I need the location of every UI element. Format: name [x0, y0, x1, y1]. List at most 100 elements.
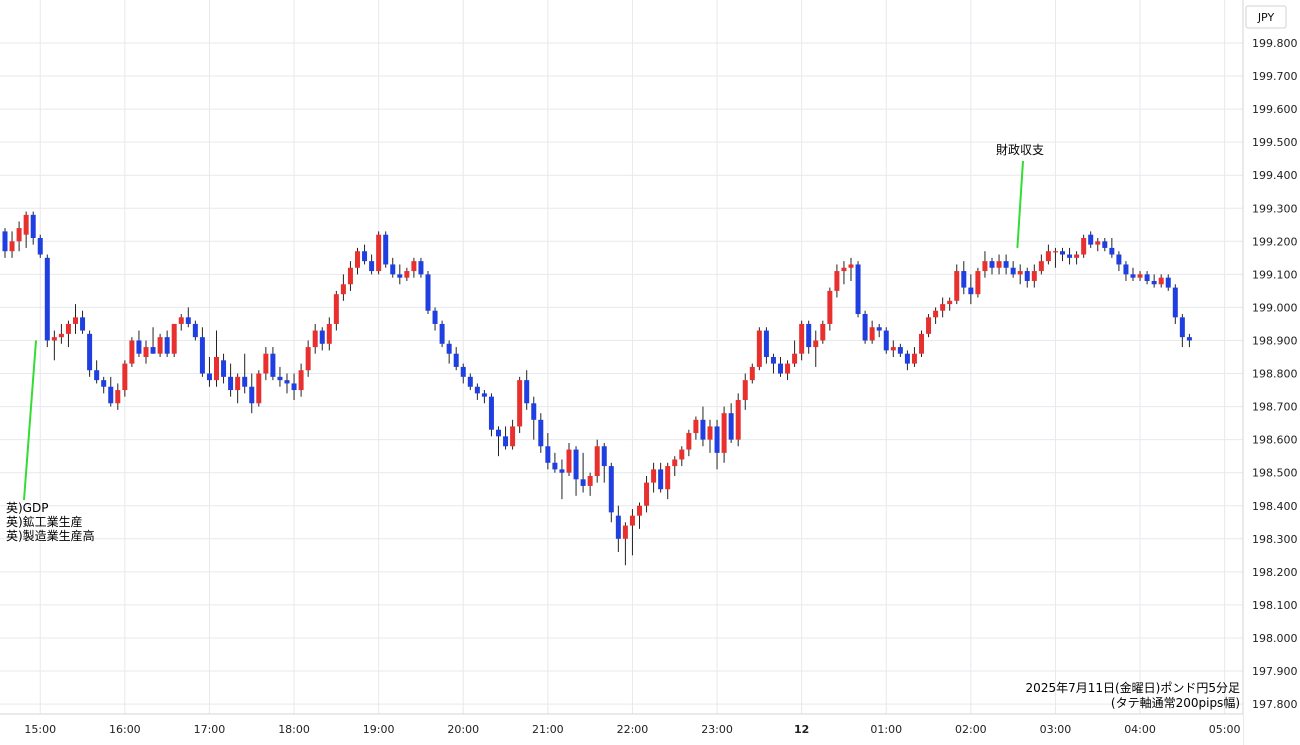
candle-body — [1045, 251, 1051, 262]
candle — [651, 462, 657, 493]
candle-body — [340, 284, 346, 295]
candle-body — [319, 330, 325, 344]
candle — [813, 330, 819, 367]
candle — [178, 314, 184, 331]
candle-body — [80, 317, 86, 331]
price-tick-label: 198.600 — [1252, 434, 1298, 447]
candle — [1186, 333, 1192, 348]
currency-label: JPY — [1257, 11, 1275, 24]
candle-body — [658, 469, 664, 490]
time-tick-label: 23:00 — [701, 723, 733, 736]
price-tick-label: 198.000 — [1252, 632, 1298, 645]
price-axis-background — [1243, 0, 1300, 745]
candle — [1045, 244, 1051, 265]
price-tick-label: 197.800 — [1252, 698, 1298, 711]
candle — [319, 327, 325, 351]
horizontal-gridlines — [0, 42, 1243, 705]
candle — [1067, 247, 1073, 265]
candle-body — [792, 353, 798, 364]
candle-body — [940, 304, 946, 311]
candle — [235, 373, 241, 404]
candle — [517, 376, 523, 434]
candle-body — [1010, 267, 1016, 275]
candle-body — [474, 386, 480, 394]
candle-body — [411, 261, 417, 272]
candle-body — [73, 317, 78, 324]
candle — [390, 257, 396, 278]
candle-body — [890, 347, 896, 351]
candle-body — [256, 373, 262, 404]
candle — [919, 330, 924, 357]
candle — [594, 439, 600, 483]
candle-body — [1172, 287, 1178, 318]
candle-body — [637, 505, 642, 516]
candle-body — [446, 343, 452, 354]
candle-body — [770, 357, 776, 364]
candle-body — [496, 429, 501, 437]
candle — [108, 376, 114, 407]
candle — [362, 244, 368, 265]
candle — [80, 310, 86, 334]
candle — [1123, 261, 1129, 281]
candle-body — [185, 317, 191, 324]
candle-body — [488, 396, 494, 430]
candle — [834, 264, 840, 298]
candle — [1081, 234, 1087, 258]
candle — [51, 330, 57, 361]
candle-body — [947, 300, 953, 305]
candle-body — [601, 446, 607, 467]
time-axis-ticks: 15:00 16:00 17:00 18:00 19:00 20:00 21:00 22:00… — [24, 723, 1240, 736]
candle — [693, 416, 699, 440]
candle — [883, 327, 889, 354]
candle — [1165, 274, 1171, 291]
candle-body — [904, 353, 910, 364]
candle — [37, 234, 43, 258]
candle — [672, 456, 678, 476]
candle-body — [693, 419, 699, 434]
candle — [510, 419, 516, 450]
candle-body — [742, 380, 748, 400]
candle-body — [37, 238, 43, 255]
candle-body — [749, 366, 755, 381]
candle-body — [707, 426, 713, 440]
candle — [876, 323, 882, 338]
candle — [911, 347, 917, 367]
time-tick-label: 05:00 — [1209, 723, 1241, 736]
candle-body — [651, 469, 657, 483]
candle-body — [1109, 247, 1115, 255]
candle-body — [855, 264, 861, 315]
candle-body — [848, 264, 854, 268]
candle-body — [178, 317, 184, 324]
candle — [1031, 264, 1037, 288]
candle-body — [397, 274, 403, 278]
candle — [1017, 264, 1023, 285]
time-tick-label: 17:00 — [194, 723, 226, 736]
candle — [1144, 271, 1150, 285]
candle — [855, 261, 861, 318]
candle — [566, 442, 572, 476]
candle-body — [587, 476, 593, 486]
candle — [770, 353, 776, 374]
candle-body — [615, 515, 621, 539]
candle-body — [622, 525, 628, 539]
candle-body — [2, 231, 8, 252]
candle-body — [1123, 264, 1129, 275]
gdp-annotation-line — [23, 340, 38, 501]
candle-body — [65, 323, 71, 334]
candle — [30, 211, 36, 245]
candle — [460, 363, 466, 384]
candle — [524, 370, 530, 410]
candle-body — [235, 376, 241, 391]
candle-body — [425, 274, 431, 311]
candle — [679, 446, 685, 467]
candle-body — [199, 337, 205, 374]
candle — [214, 330, 219, 387]
candle-body — [453, 353, 459, 367]
candle — [425, 271, 431, 315]
candle — [221, 353, 227, 384]
candle — [947, 297, 953, 311]
candle-body — [580, 479, 586, 486]
time-tick-label: 20:00 — [447, 723, 479, 736]
candle — [933, 307, 939, 324]
candle-body — [869, 327, 875, 341]
